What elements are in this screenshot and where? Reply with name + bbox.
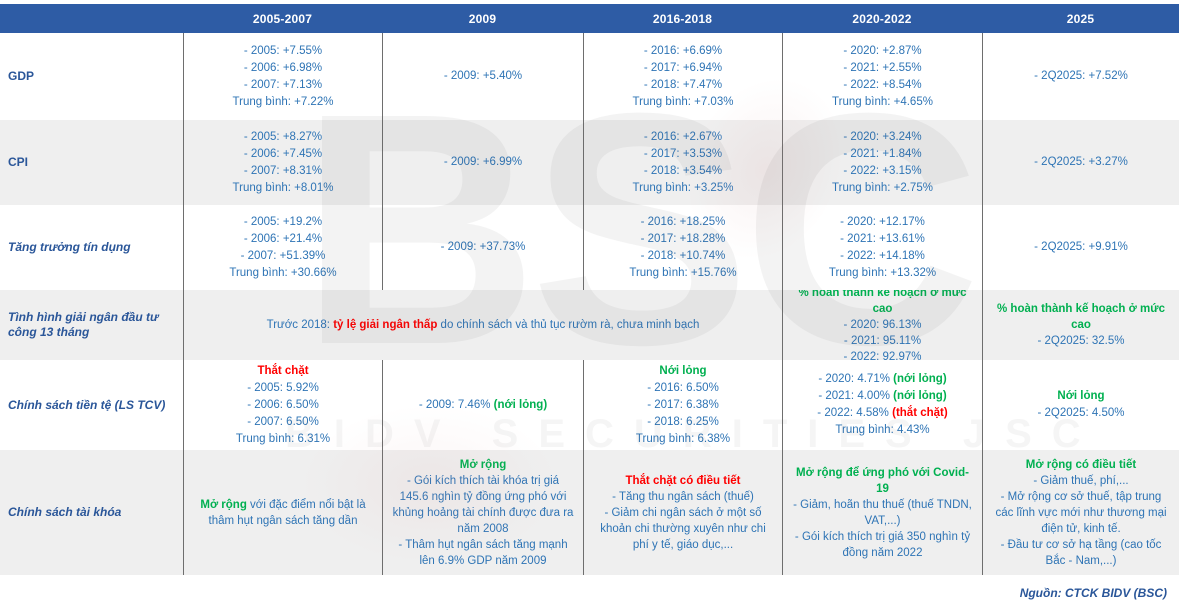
row-label-credit-growth: Tăng trưởng tín dụng xyxy=(8,240,131,254)
fiscal-cell-2009: Mở rộng - Gói kích thích tài khóa trị giá… xyxy=(382,450,583,575)
monetary-cell-2005-2007: Thắt chặt - 2005: 5.92% - 2006: 6.50% - 200… xyxy=(183,360,382,450)
table-row-monetary-policy: Chính sách tiền tệ (LS TCV) Thắt chặt - 2… xyxy=(0,360,1179,450)
table-row-fiscal-policy: Chính sách tài khóa Mở rộng với đặc điểm… xyxy=(0,450,1179,575)
header-cell-2020-2022: 2020-2022 xyxy=(852,11,912,26)
cpi-cell-2005-2007: - 2005: +8.27% - 2006: +7.45% - 2007: +8.3… xyxy=(183,120,382,205)
credit-cell-2025: - 2Q2025: +9.91% xyxy=(982,205,1179,290)
header-cell-empty xyxy=(0,4,183,33)
row-label-cpi: CPI xyxy=(8,155,29,169)
cpi-cell-2025: - 2Q2025: +3.27% xyxy=(982,120,1179,205)
table-header-row: 2005-2007 2009 2016-2018 2020-2022 2025 xyxy=(0,4,1179,33)
macro-policy-table-page: 2005-2007 2009 2016-2018 2020-2022 2025 … xyxy=(0,4,1179,608)
cpi-cell-2020-2022: - 2020: +3.24% - 2021: +1.84% - 2022: +3.1… xyxy=(782,120,982,205)
gdp-cell-2020-2022: - 2020: +2.87% - 2021: +2.55% - 2022: +8.5… xyxy=(782,33,982,120)
fiscal-cell-2016-2018: Thắt chặt có điều tiết - Tăng thu ngân sá… xyxy=(583,450,782,575)
table-row-gdp: GDP - 2005: +7.55% - 2006: +6.98% - 2007: … xyxy=(0,33,1179,120)
row-label-fiscal-policy: Chính sách tài khóa xyxy=(8,505,122,519)
credit-cell-2020-2022: - 2020: +12.17% - 2021: +13.61% - 2022: +1… xyxy=(782,205,982,290)
header-cell-2005-2007: 2005-2007 xyxy=(252,11,313,26)
macro-policy-table: 2005-2007 2009 2016-2018 2020-2022 2025 … xyxy=(0,4,1179,575)
table-row-public-investment: Tình hình giải ngân đầu tư công 13 tháng… xyxy=(0,290,1179,360)
fiscal-cell-2025: Mở rộng có điều tiết - Giảm thuế, phí,...… xyxy=(982,450,1179,575)
fiscal-cell-2005-2007: Mở rộng với đặc điểm nổi bật là thâm hụt… xyxy=(183,450,382,575)
public-investment-cell-2025: % hoàn thành kế hoạch ở mức cao - 2Q2025:… xyxy=(982,290,1179,360)
monetary-cell-2025: Nới lỏng - 2Q2025: 4.50% xyxy=(982,360,1179,450)
cpi-cell-2009: - 2009: +6.99% xyxy=(382,120,583,205)
cpi-cell-2016-2018: - 2016: +2.67% - 2017: +3.53% - 2018: +3.5… xyxy=(583,120,782,205)
row-label-gdp: GDP xyxy=(8,69,35,83)
public-investment-cell-2020-2022: % hoàn thành kế hoạch ở mức cao - 2020: 9… xyxy=(782,290,982,360)
row-label-monetary-policy: Chính sách tiền tệ (LS TCV) xyxy=(8,397,166,412)
table-row-credit-growth: Tăng trưởng tín dụng - 2005: +19.2% - 200… xyxy=(0,205,1179,290)
header-cell-2016-2018: 2016-2018 xyxy=(652,11,713,26)
gdp-cell-2009: - 2009: +5.40% xyxy=(382,33,583,120)
monetary-cell-2016-2018: Nới lỏng - 2016: 6.50% - 2017: 6.38% - 2018… xyxy=(583,360,782,450)
gdp-cell-2025: - 2Q2025: +7.52% xyxy=(982,33,1179,120)
public-investment-cell-pre-2018: Trước 2018: tỷ lệ giải ngân thấp do chín… xyxy=(183,290,782,360)
row-label-public-investment: Tình hình giải ngân đầu tư công 13 tháng xyxy=(8,310,159,339)
table-row-cpi: CPI - 2005: +8.27% - 2006: +7.45% - 2007: … xyxy=(0,120,1179,205)
monetary-cell-2020-2022: - 2020: 4.71% (nới lỏng) - 2021: 4.00% (n… xyxy=(782,360,982,450)
credit-cell-2009: - 2009: +37.73% xyxy=(382,205,583,290)
fiscal-cell-2020-2022: Mở rộng để ứng phó với Covid-19- Giảm, h… xyxy=(782,450,982,575)
header-cell-2009: 2009 xyxy=(468,11,497,26)
credit-cell-2016-2018: - 2016: +18.25% - 2017: +18.28% - 2018: +1… xyxy=(583,205,782,290)
gdp-cell-2005-2007: - 2005: +7.55% - 2006: +6.98% - 2007: +7.1… xyxy=(183,33,382,120)
credit-cell-2005-2007: - 2005: +19.2% - 2006: +21.4% - 2007: +51.… xyxy=(183,205,382,290)
source-note: Nguồn: CTCK BIDV (BSC) xyxy=(1019,586,1167,600)
header-cell-2025: 2025 xyxy=(1066,11,1095,26)
gdp-cell-2016-2018: - 2016: +6.69% - 2017: +6.94% - 2018: +7.4… xyxy=(583,33,782,120)
monetary-cell-2009: - 2009: 7.46% (nới lỏng) xyxy=(382,360,583,450)
